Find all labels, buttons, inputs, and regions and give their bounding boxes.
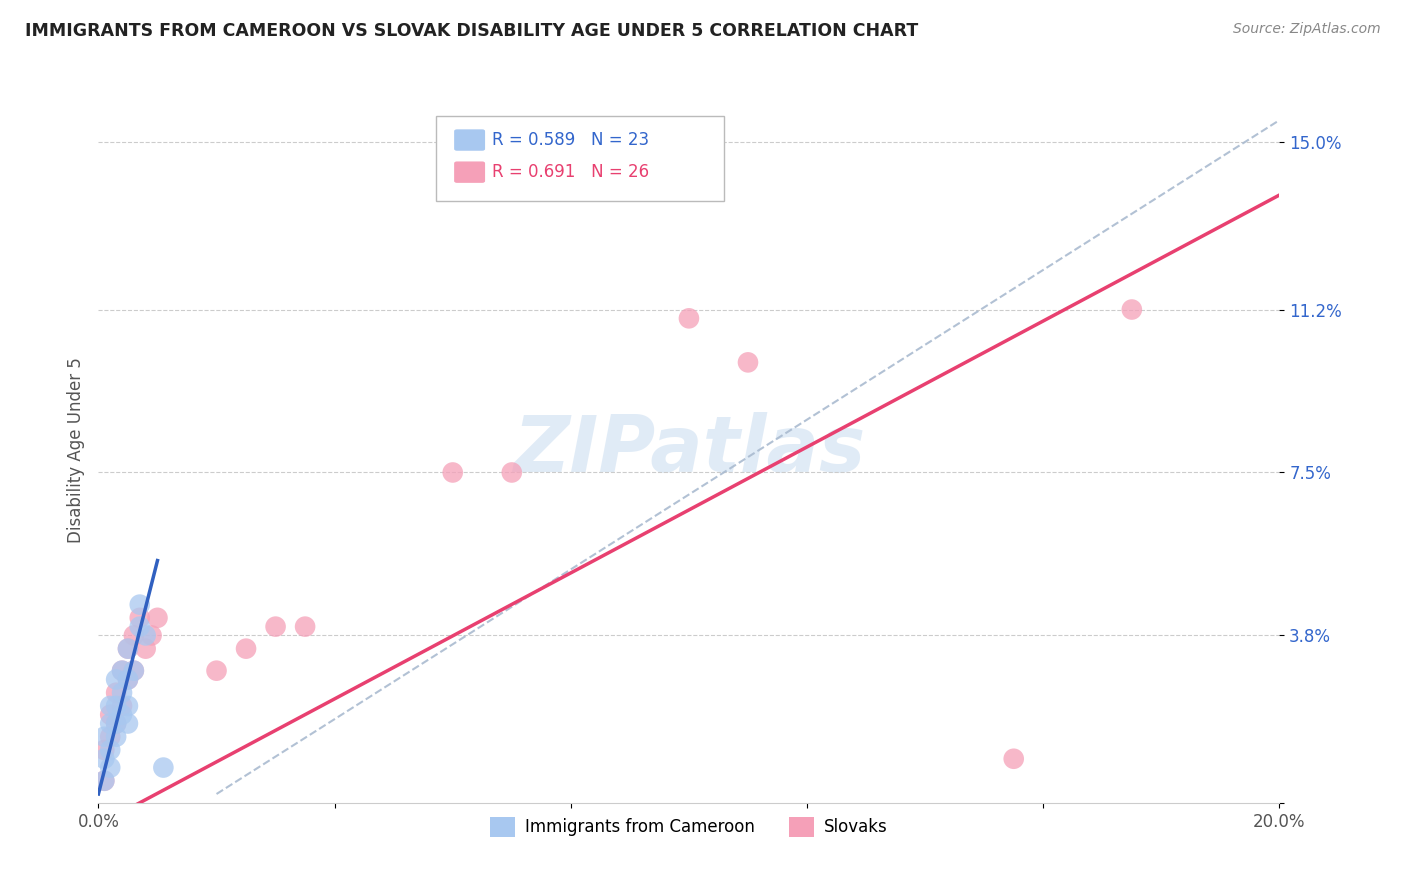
Point	[117, 641, 139, 656]
Legend: Immigrants from Cameroon, Slovaks: Immigrants from Cameroon, Slovaks	[484, 810, 894, 844]
Point	[111, 664, 134, 678]
Point	[111, 686, 134, 700]
Point	[205, 664, 228, 678]
Point	[117, 698, 139, 713]
Point	[152, 760, 174, 774]
Point	[737, 355, 759, 369]
Point	[117, 673, 139, 687]
Point	[122, 664, 145, 678]
Point	[128, 619, 150, 633]
Point	[1121, 302, 1143, 317]
Point	[294, 619, 316, 633]
Point	[264, 619, 287, 633]
Point	[105, 698, 128, 713]
Text: ZIPatlas: ZIPatlas	[513, 412, 865, 489]
Point	[111, 707, 134, 722]
Point	[105, 716, 128, 731]
Point	[122, 628, 145, 642]
Point	[135, 641, 157, 656]
Point	[98, 730, 121, 744]
Point	[93, 730, 115, 744]
Point	[1002, 752, 1025, 766]
Point	[117, 673, 139, 687]
Point	[235, 641, 257, 656]
Point	[441, 466, 464, 480]
Point	[678, 311, 700, 326]
Point	[105, 686, 128, 700]
Point	[93, 773, 115, 788]
Point	[105, 716, 128, 731]
Point	[128, 611, 150, 625]
Point	[111, 698, 134, 713]
Point	[93, 752, 115, 766]
Text: IMMIGRANTS FROM CAMEROON VS SLOVAK DISABILITY AGE UNDER 5 CORRELATION CHART: IMMIGRANTS FROM CAMEROON VS SLOVAK DISAB…	[25, 22, 918, 40]
Y-axis label: Disability Age Under 5: Disability Age Under 5	[66, 358, 84, 543]
Point	[122, 664, 145, 678]
Point	[105, 673, 128, 687]
Point	[98, 716, 121, 731]
Point	[128, 598, 150, 612]
Point	[98, 760, 121, 774]
Point	[93, 773, 115, 788]
Point	[105, 730, 128, 744]
Point	[98, 743, 121, 757]
Point	[117, 641, 139, 656]
Point	[146, 611, 169, 625]
Text: Source: ZipAtlas.com: Source: ZipAtlas.com	[1233, 22, 1381, 37]
Point	[117, 716, 139, 731]
Point	[98, 707, 121, 722]
Text: R = 0.691   N = 26: R = 0.691 N = 26	[492, 163, 650, 181]
Point	[141, 628, 163, 642]
Point	[135, 628, 157, 642]
Point	[93, 743, 115, 757]
Point	[98, 698, 121, 713]
Point	[111, 664, 134, 678]
Point	[501, 466, 523, 480]
Text: R = 0.589   N = 23: R = 0.589 N = 23	[492, 131, 650, 149]
